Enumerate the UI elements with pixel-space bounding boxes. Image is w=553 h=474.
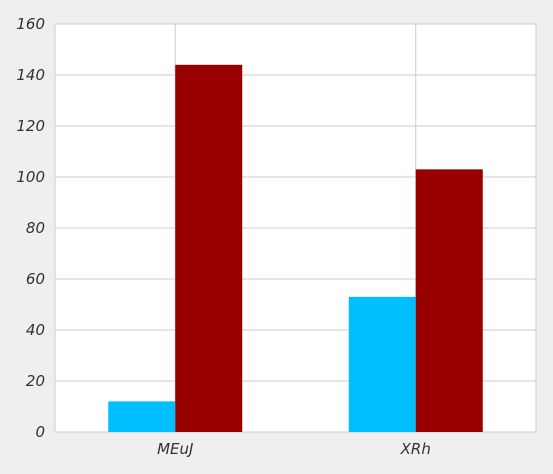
y-tick-label: 100 [16, 168, 45, 186]
bar-series-2-MEuJ [175, 64, 243, 433]
bar-series-1-MEuJ [108, 401, 176, 432]
y-tick-label: 40 [26, 321, 45, 339]
bars [108, 64, 483, 433]
x-tick-label: MEuJ [157, 440, 193, 458]
y-tick-label: 0 [35, 423, 45, 441]
y-tick-label: 80 [26, 219, 45, 237]
bar-series-2-XRh [415, 169, 483, 432]
x-axis-ticks: MEuJ XRh [157, 440, 431, 458]
y-tick-label: 120 [16, 117, 45, 135]
y-tick-label: 20 [26, 372, 45, 390]
y-axis-ticks: 0 20 40 60 80 100 120 140 160 [16, 15, 45, 441]
y-tick-label: 60 [26, 270, 45, 288]
bar-series-1-XRh [348, 296, 416, 432]
y-tick-label: 140 [16, 66, 45, 84]
y-tick-label: 160 [16, 15, 45, 33]
x-tick-label: XRh [400, 440, 431, 458]
